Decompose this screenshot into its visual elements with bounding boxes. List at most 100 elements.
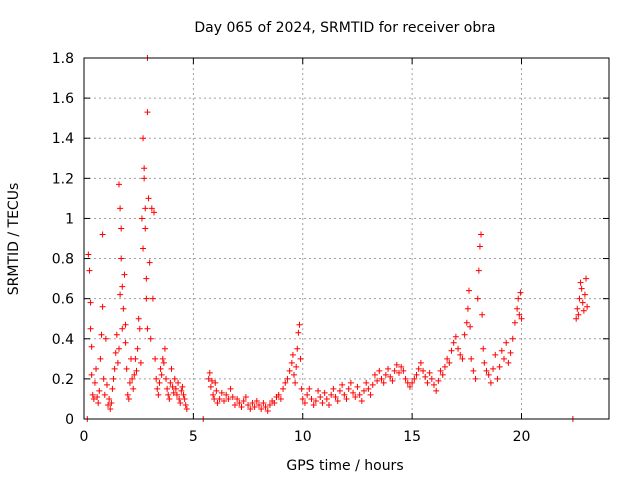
data-point: [236, 399, 243, 406]
data-point: [168, 365, 175, 372]
data-point: [107, 405, 114, 412]
data-point: [361, 387, 367, 394]
data-point: [251, 403, 258, 410]
data-point: [122, 321, 129, 328]
data-point: [147, 335, 154, 342]
data-point: [411, 375, 418, 382]
data-point: [498, 347, 505, 354]
data-point: [354, 383, 361, 390]
data-point: [142, 205, 149, 212]
data-point: [298, 385, 305, 392]
x-tick-label: 5: [189, 429, 198, 445]
data-point: [136, 325, 143, 332]
data-point: [172, 385, 179, 392]
x-tick-label: 10: [294, 429, 312, 445]
data-point: [507, 349, 514, 356]
data-point: [133, 367, 140, 374]
data-point: [93, 365, 100, 372]
data-point: [180, 391, 187, 398]
data-point: [119, 325, 126, 332]
data-point: [88, 343, 95, 350]
data-point: [214, 399, 221, 406]
data-point: [100, 375, 107, 382]
data-point: [117, 291, 124, 298]
data-point: [483, 367, 490, 374]
data-point: [579, 299, 586, 306]
data-point: [178, 387, 185, 394]
data-point: [258, 405, 265, 412]
data-point: [286, 367, 293, 374]
data-point: [218, 389, 225, 396]
data-point: [208, 377, 215, 384]
data-point: [116, 345, 122, 352]
data-point: [503, 339, 510, 346]
data-point: [212, 379, 219, 386]
data-point: [396, 369, 402, 376]
data-point: [330, 385, 337, 392]
data-point: [417, 359, 424, 366]
data-point: [144, 325, 151, 332]
data-point: [141, 175, 148, 182]
data-point: [428, 375, 435, 382]
data-point: [448, 347, 455, 354]
data-point: [275, 391, 282, 398]
data-point: [464, 305, 471, 312]
data-point: [291, 371, 297, 378]
data-point: [444, 355, 451, 362]
data-point: [474, 295, 481, 302]
data-point: [238, 403, 245, 410]
data-point: [511, 319, 518, 326]
data-point: [433, 387, 440, 394]
data-point: [129, 375, 136, 382]
data-point: [472, 375, 479, 382]
y-tick-label: 1.8: [52, 51, 74, 67]
data-point: [98, 331, 105, 338]
y-tick-label: 1.2: [52, 171, 74, 187]
grid-layer: [84, 58, 609, 419]
data-point: [345, 385, 352, 392]
data-point: [206, 369, 213, 376]
data-point: [468, 355, 475, 362]
data-point: [336, 387, 343, 394]
data-point: [341, 391, 348, 398]
data-point: [148, 205, 155, 212]
data-point: [145, 195, 152, 202]
x-tick-label: 20: [513, 429, 531, 445]
data-point: [211, 395, 218, 402]
data-point: [87, 325, 94, 332]
data-point: [121, 271, 128, 278]
data-point: [475, 267, 482, 274]
data-point: [321, 389, 328, 396]
data-point: [164, 385, 171, 392]
data-point: [179, 383, 186, 390]
data-point: [282, 379, 289, 386]
data-point: [102, 335, 109, 342]
data-point: [352, 393, 359, 400]
data-point: [575, 311, 582, 318]
data-point: [171, 375, 178, 382]
data-point: [501, 355, 507, 362]
data-point: [400, 367, 407, 374]
data-point: [266, 401, 273, 408]
data-point: [175, 379, 182, 386]
data-point: [101, 391, 108, 398]
data-point: [256, 401, 262, 408]
data-point: [389, 377, 396, 384]
data-point: [385, 365, 392, 372]
data-point: [167, 379, 174, 386]
data-point: [90, 395, 97, 402]
data-point: [138, 215, 145, 222]
data-point: [144, 109, 151, 116]
data-point: [123, 365, 130, 372]
data-point: [478, 231, 485, 238]
data-point: [163, 375, 170, 382]
data-point: [296, 321, 303, 328]
data-point: [155, 391, 162, 398]
data-point: [576, 295, 583, 302]
data-point: [310, 401, 317, 408]
data-point: [159, 355, 166, 362]
data-point: [485, 371, 492, 378]
data-point: [382, 371, 389, 378]
